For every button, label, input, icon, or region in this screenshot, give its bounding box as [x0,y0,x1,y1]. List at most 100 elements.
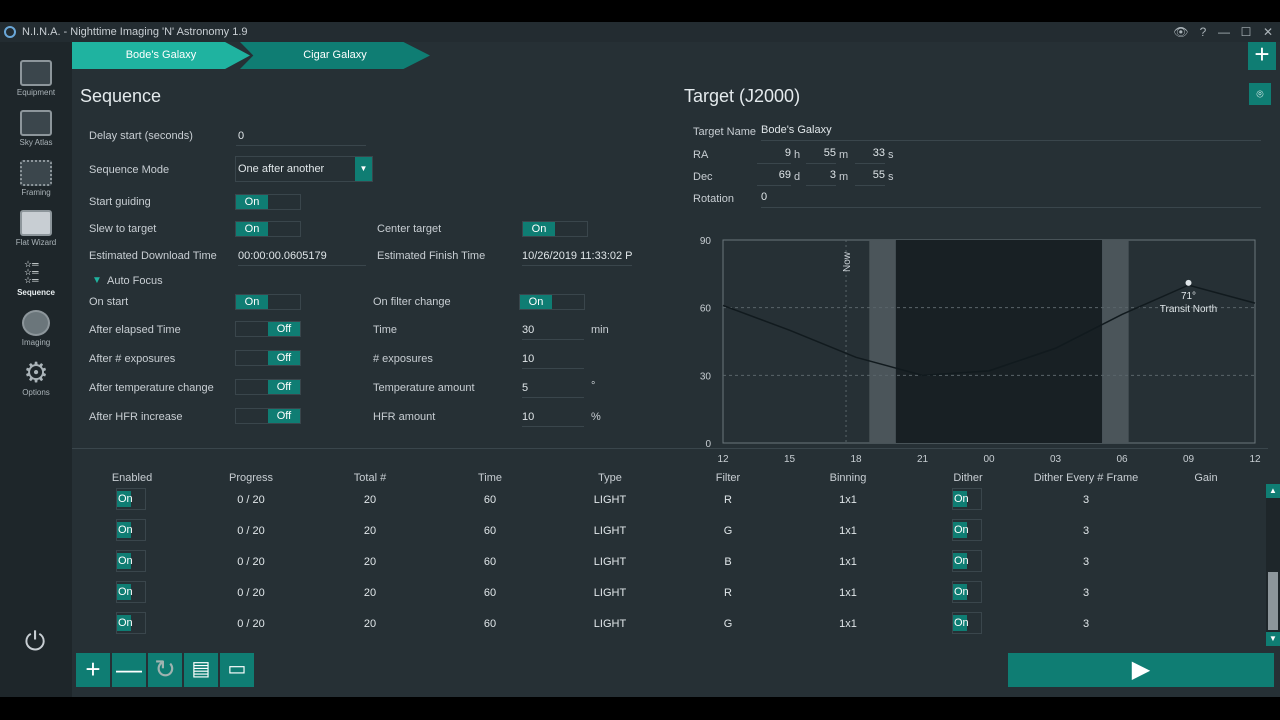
rotation-input[interactable]: 0 [761,191,1261,208]
ra-seconds-input[interactable]: 33 [855,147,885,164]
sidebar-item-sky-atlas[interactable]: Sky Atlas [0,106,72,156]
sidebar-item-options[interactable]: ⚙ Options [0,356,72,406]
enabled-toggle[interactable]: On [116,612,146,634]
maximize-button[interactable]: ☐ [1240,25,1252,39]
scroll-down-icon[interactable]: ▼ [1266,632,1280,646]
start-sequence-button[interactable]: ▶ [1008,653,1274,687]
af-time-input[interactable]: 30 [522,324,584,340]
dec-degrees-input[interactable]: 69 [757,169,791,186]
cell-dither-every[interactable]: 3 [1082,525,1090,537]
save-button[interactable]: ▤ [184,653,218,687]
cell-time[interactable]: 60 [483,618,497,630]
center-target-toggle[interactable]: On [522,221,588,237]
cell-filter[interactable]: B [724,556,732,568]
sidebar-item-sequence[interactable]: ☆═ ☆═ ☆═ Sequence [0,256,72,306]
expand-triangle-icon[interactable]: ▼ [92,275,102,286]
cell-total[interactable]: 20 [363,587,377,599]
cell-progress[interactable]: 0 / 20 [237,587,265,599]
cell-time[interactable]: 60 [483,587,497,599]
add-row-button[interactable]: + [76,653,110,687]
enabled-toggle[interactable]: On [116,488,146,510]
sidebar-item-flat-wizard[interactable]: Flat Wizard [0,206,72,256]
close-button[interactable]: ✕ [1262,25,1274,39]
minimize-button[interactable]: — [1218,25,1230,39]
af-num-exp-input[interactable]: 10 [522,353,584,369]
start-guiding-toggle[interactable]: On [235,194,301,210]
add-target-button[interactable]: + [1248,41,1276,70]
target-name-input[interactable]: Bode's Galaxy [761,124,1261,141]
delay-input[interactable]: 0 [236,128,366,146]
cell-progress[interactable]: 0 / 20 [237,556,265,568]
eye-icon[interactable]: 👁 [1173,25,1189,39]
cell-time[interactable]: 60 [483,494,497,506]
enabled-toggle[interactable]: On [116,581,146,603]
cell-binning[interactable]: 1x1 [839,556,857,568]
cell-dither-every[interactable]: 3 [1082,556,1090,568]
cell-time[interactable]: 60 [483,525,497,537]
af-elapsed-toggle[interactable]: Off [235,321,301,337]
cell-total[interactable]: 20 [363,525,377,537]
cell-progress[interactable]: 0 / 20 [237,525,265,537]
af-temp-toggle[interactable]: Off [235,379,301,395]
location-pin-icon[interactable]: ⌾ [1249,83,1271,105]
dither-toggle[interactable]: On [952,581,982,603]
ra-hours-input[interactable]: 9 [757,147,791,164]
cell-time[interactable]: 60 [483,556,497,568]
sidebar-item-equipment[interactable]: Equipment [0,56,72,106]
ra-minutes-unit: m [839,149,849,161]
af-temp-amount-input[interactable]: 5 [522,382,584,398]
reset-button[interactable]: ↻ [148,653,182,687]
tab-bodes-galaxy[interactable]: Bode's Galaxy [72,42,250,69]
cell-filter[interactable]: R [724,494,732,506]
cell-type[interactable]: LIGHT [593,494,627,506]
sidebar-item-label: Imaging [21,338,51,347]
scroll-thumb[interactable] [1268,572,1278,630]
dec-minutes-input[interactable]: 3 [806,169,836,186]
cell-binning[interactable]: 1x1 [839,587,857,599]
dither-toggle[interactable]: On [952,488,982,510]
af-hfr-amount-input[interactable]: 10 [522,411,584,427]
cell-filter[interactable]: R [724,587,732,599]
cell-binning[interactable]: 1x1 [839,525,857,537]
enabled-toggle[interactable]: On [116,550,146,572]
dither-toggle[interactable]: On [952,550,982,572]
cell-dither-every[interactable]: 3 [1082,587,1090,599]
cell-total[interactable]: 20 [363,618,377,630]
cell-total[interactable]: 20 [363,494,377,506]
dither-toggle[interactable]: On [952,519,982,541]
cell-dither-every[interactable]: 3 [1082,494,1090,506]
col-type: Type [598,472,622,484]
cell-type[interactable]: LIGHT [593,618,627,630]
sidebar-item-framing[interactable]: Framing [0,156,72,206]
dither-toggle[interactable]: On [952,612,982,634]
ra-minutes-input[interactable]: 55 [806,147,836,164]
sidebar-item-imaging[interactable]: Imaging [0,306,72,356]
power-icon[interactable]: ⏻ [24,626,46,656]
cell-type[interactable]: LIGHT [593,525,627,537]
cell-progress[interactable]: 0 / 20 [237,494,265,506]
cell-total[interactable]: 20 [363,556,377,568]
enabled-toggle[interactable]: On [116,519,146,541]
remove-row-button[interactable]: — [112,653,146,687]
af-on-filter-toggle[interactable]: On [519,294,585,310]
load-button[interactable]: ▭ [220,653,254,687]
cell-progress[interactable]: 0 / 20 [237,618,265,630]
sequence-mode-select[interactable]: One after another ▼ [235,156,373,182]
af-hfr-toggle[interactable]: Off [235,408,301,424]
scroll-up-icon[interactable]: ▲ [1266,484,1280,498]
help-button[interactable]: ? [1199,25,1207,39]
cell-binning[interactable]: 1x1 [839,618,857,630]
cell-type[interactable]: LIGHT [593,556,627,568]
cell-binning[interactable]: 1x1 [839,494,857,506]
af-on-start-toggle[interactable]: On [235,294,301,310]
cell-dither-every[interactable]: 3 [1082,618,1090,630]
cell-filter[interactable]: G [723,525,733,537]
slew-toggle[interactable]: On [235,221,301,237]
af-exposures-toggle[interactable]: Off [235,350,301,366]
sequence-grid: On On 0 / 20 20 60 LIGHT R 1x1 3 On On 0 / 20 20 60 LI… [72,484,1264,644]
grid-scrollbar[interactable]: ▲ ▼ [1266,484,1280,646]
cell-type[interactable]: LIGHT [593,587,627,599]
dec-seconds-input[interactable]: 55 [855,169,885,186]
tab-cigar-galaxy[interactable]: Cigar Galaxy [240,42,430,69]
cell-filter[interactable]: G [723,618,733,630]
